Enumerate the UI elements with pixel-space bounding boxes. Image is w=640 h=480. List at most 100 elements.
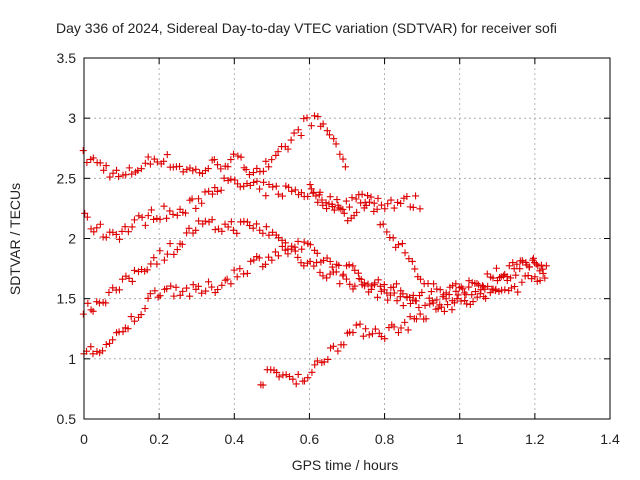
data-point-series-2 — [109, 284, 117, 292]
data-point-series-4 — [313, 357, 321, 365]
data-point-series-3 — [482, 294, 490, 302]
data-points — [79, 112, 550, 389]
data-point-series-2 — [185, 224, 193, 232]
data-point-series-1 — [374, 194, 382, 202]
data-point-series-1 — [285, 183, 293, 191]
data-point-series-4 — [368, 330, 376, 338]
data-point-series-3 — [247, 257, 255, 265]
data-point-series-0 — [176, 162, 184, 170]
data-point-series-2 — [192, 226, 200, 234]
data-point-series-5 — [312, 192, 320, 200]
data-point-series-0 — [268, 156, 276, 164]
data-point-series-3 — [227, 280, 235, 288]
data-point-series-3 — [198, 289, 206, 297]
data-point-series-5 — [416, 275, 424, 283]
data-point-series-2 — [249, 224, 257, 232]
data-point-series-0 — [144, 153, 152, 161]
data-point-series-5 — [306, 181, 314, 189]
data-point-series-3 — [179, 287, 187, 295]
data-point-series-3 — [328, 263, 336, 271]
data-point-series-1 — [166, 207, 174, 215]
data-point-series-3 — [360, 279, 368, 287]
data-point-series-0 — [311, 112, 319, 120]
data-point-series-0 — [134, 167, 142, 175]
data-point-series-3 — [221, 276, 229, 284]
data-point-series-1 — [253, 177, 261, 185]
data-point-series-1 — [220, 174, 228, 182]
data-point-series-3 — [434, 305, 442, 313]
x-tick-label: 0.2 — [149, 431, 169, 447]
data-point-series-3 — [204, 278, 212, 286]
data-point-series-3 — [518, 278, 526, 286]
data-point-series-3 — [357, 275, 365, 283]
data-point-series-2 — [399, 302, 407, 310]
data-point-series-5 — [337, 205, 345, 213]
data-point-series-4 — [340, 341, 348, 349]
data-point-series-2 — [374, 293, 382, 301]
data-point-series-1 — [213, 187, 221, 195]
data-point-series-3 — [536, 276, 544, 284]
data-point-series-4 — [259, 381, 267, 389]
data-point-series-0 — [192, 165, 200, 173]
data-point-series-0 — [284, 145, 292, 153]
data-point-series-2 — [336, 280, 344, 288]
x-tick-label: 0.8 — [375, 431, 395, 447]
data-point-series-3 — [167, 282, 175, 290]
y-tick-label: 3 — [68, 110, 76, 126]
data-point-series-5 — [315, 191, 323, 199]
data-point-series-3 — [349, 262, 357, 270]
data-point-series-4 — [483, 270, 491, 278]
y-tick-label: 1.5 — [57, 291, 77, 307]
data-point-series-2 — [143, 266, 151, 274]
data-point-series-5 — [330, 206, 338, 214]
data-point-series-2 — [253, 220, 261, 228]
data-point-series-0 — [307, 122, 315, 130]
data-point-series-0 — [89, 154, 97, 162]
data-point-series-3 — [399, 290, 407, 298]
data-point-series-5 — [433, 285, 441, 293]
data-point-series-3 — [99, 347, 107, 355]
data-point-series-2 — [102, 299, 110, 307]
data-point-series-4 — [489, 274, 497, 282]
data-point-series-2 — [173, 246, 181, 254]
data-point-series-0 — [217, 165, 225, 173]
data-point-series-4 — [416, 310, 424, 318]
data-point-series-5 — [373, 205, 381, 213]
data-point-series-4 — [436, 301, 444, 309]
data-point-series-1 — [256, 185, 264, 193]
data-point-series-2 — [415, 304, 423, 312]
data-point-series-1 — [147, 206, 155, 214]
data-point-series-1 — [310, 188, 318, 196]
data-point-series-1 — [118, 227, 126, 235]
data-point-series-4 — [301, 377, 309, 385]
data-point-series-0 — [96, 159, 104, 167]
data-point-series-3 — [392, 280, 400, 288]
data-point-series-1 — [260, 178, 268, 186]
data-point-series-2 — [351, 282, 359, 290]
data-point-series-0 — [245, 171, 253, 179]
data-point-series-5 — [365, 198, 373, 206]
data-point-series-0 — [294, 126, 302, 134]
data-point-series-0 — [160, 157, 168, 165]
data-point-series-5 — [357, 199, 365, 207]
data-point-series-1 — [250, 178, 258, 186]
data-point-series-5 — [532, 260, 540, 268]
data-point-series-5 — [442, 289, 450, 297]
data-point-series-0 — [122, 171, 130, 179]
y-axis-label: SDTVAR / TECUs — [7, 183, 23, 295]
data-point-series-3 — [469, 298, 477, 306]
data-point-series-5 — [376, 221, 384, 229]
data-point-series-3 — [319, 256, 327, 264]
data-point-series-3 — [131, 317, 139, 325]
data-point-series-3 — [440, 307, 448, 315]
data-point-series-1 — [124, 228, 132, 236]
data-point-series-3 — [214, 286, 222, 294]
data-point-series-4 — [537, 261, 545, 269]
data-point-series-0 — [128, 170, 136, 178]
data-point-series-3 — [457, 297, 465, 305]
data-point-series-1 — [141, 221, 149, 229]
data-point-series-1 — [144, 212, 152, 220]
data-point-series-2 — [153, 260, 161, 268]
data-point-series-4 — [311, 361, 319, 369]
